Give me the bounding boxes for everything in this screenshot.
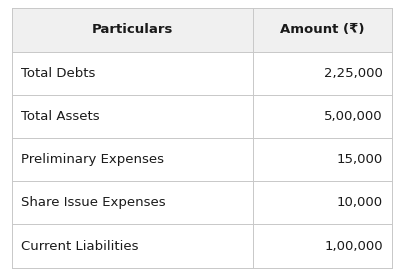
Text: 5,00,000: 5,00,000	[324, 110, 383, 123]
Text: Amount (₹): Amount (₹)	[280, 23, 365, 36]
Text: 1,00,000: 1,00,000	[324, 240, 383, 253]
Bar	[12, 52, 392, 95]
Text: Share Issue Expenses: Share Issue Expenses	[21, 196, 166, 209]
Bar	[12, 95, 392, 138]
Text: Total Assets: Total Assets	[21, 110, 100, 123]
Text: 2,25,000: 2,25,000	[324, 67, 383, 80]
Bar	[12, 138, 392, 181]
Bar	[12, 8, 392, 52]
Text: Preliminary Expenses: Preliminary Expenses	[21, 153, 164, 166]
Text: 10,000: 10,000	[337, 196, 383, 209]
Text: Particulars: Particulars	[92, 23, 173, 36]
Bar	[12, 181, 392, 224]
Text: 15,000: 15,000	[337, 153, 383, 166]
Bar	[12, 224, 392, 268]
Text: Total Debts: Total Debts	[21, 67, 95, 80]
Text: Current Liabilities: Current Liabilities	[21, 240, 139, 253]
